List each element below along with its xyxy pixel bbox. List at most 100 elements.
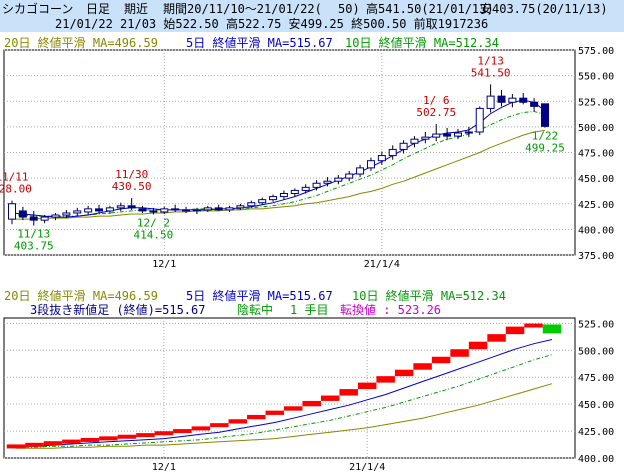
up-block	[99, 436, 118, 441]
candle-body	[95, 208, 104, 212]
up-block	[247, 414, 266, 420]
candle-body	[497, 95, 506, 103]
legend-ma20-bottom: 20日 終値平滑 MA=496.59	[4, 289, 158, 303]
candle-body	[62, 212, 71, 216]
annotation-date: 11/30	[115, 168, 148, 181]
candle-body	[432, 133, 441, 138]
candle-body	[334, 177, 343, 182]
candle-body	[182, 209, 191, 212]
up-block	[25, 442, 44, 447]
candle-body	[29, 216, 38, 221]
annotation-value: 414.50	[134, 229, 174, 242]
candle-x-tick-label: 12/1	[152, 259, 176, 270]
up-block	[394, 369, 414, 377]
up-block	[154, 431, 174, 436]
up-block	[62, 439, 81, 444]
candle-body	[312, 182, 321, 188]
candle-body	[541, 103, 549, 127]
candle-body	[258, 199, 267, 204]
up-block	[339, 389, 358, 396]
candle-body	[247, 202, 256, 207]
header-bar	[0, 0, 624, 32]
candle-body	[18, 210, 27, 218]
contract-label: 期近	[124, 2, 149, 16]
up-block	[43, 441, 63, 446]
up-block	[80, 437, 100, 442]
tlb-y-tick-label: 475.00	[578, 373, 614, 384]
period-low: 安403.75(20/11/13)	[480, 2, 608, 16]
candle-body	[399, 142, 408, 150]
candle-body	[73, 210, 82, 214]
candle-y-tick-label: 550.00	[578, 72, 614, 83]
candle-body	[214, 207, 223, 211]
candle-body	[530, 101, 539, 107]
candle-x-tick-label: 21/1/4	[364, 259, 400, 270]
candle-body	[388, 148, 397, 157]
legend-ma10-bottom: 10日 終値平滑 MA=512.34	[352, 289, 506, 303]
candle-y-tick-label: 425.00	[578, 200, 614, 211]
candle-body	[345, 173, 354, 179]
legend-ma5-bottom: 5日 終値平滑 MA=515.67	[186, 289, 333, 303]
up-block	[6, 444, 26, 449]
annotation-date: 11/11	[0, 171, 29, 184]
tlb-y-tick-label: 500.00	[578, 346, 614, 357]
up-block	[284, 406, 303, 411]
tlb-ma10-line	[16, 354, 553, 448]
annotation-date: 11/13	[17, 228, 50, 241]
up-block	[505, 326, 525, 335]
candle-body	[508, 97, 517, 103]
candle-body	[127, 205, 136, 209]
candle-body	[475, 107, 484, 133]
tlb-ma20-line	[16, 383, 553, 449]
up-block	[228, 419, 248, 424]
reversal-value: 転換値 : 523.26	[340, 303, 442, 317]
candle-body	[171, 208, 180, 211]
tlb-x-tick-label: 21/1/4	[349, 462, 385, 473]
up-block	[524, 323, 543, 328]
candle-body	[236, 205, 245, 209]
three-line-break-label: 3段抜き新値足 (終値)=515.67	[30, 303, 206, 317]
annotation-value: 430.50	[112, 180, 152, 193]
annotation-value: 403.75	[14, 240, 54, 253]
candlestick-chart: 575.00 550.00 525.00 500.00 475.00 450.00 425.…	[0, 46, 614, 270]
up-block	[487, 334, 506, 342]
interval-label: 日足	[86, 2, 111, 16]
phase-label: 陰転中	[237, 303, 274, 317]
up-block	[136, 433, 155, 438]
period-high: 高541.50(21/01/13)	[366, 2, 494, 16]
annotation-date: 1/22	[532, 130, 559, 143]
up-block	[210, 423, 229, 428]
candle-body	[290, 189, 299, 195]
legend-ma5-top: 5日 終値平滑 MA=515.67	[186, 36, 333, 50]
candle-body	[269, 196, 278, 201]
tlb-y-tick-label: 450.00	[578, 400, 614, 411]
candle-y-tick-label: 400.00	[578, 225, 614, 236]
candle-body	[105, 207, 114, 212]
period-label: 期間20/11/10〜21/01/22(	[163, 2, 322, 16]
annotation-value: 499.25	[525, 142, 565, 155]
tlb-y-tick-label: 425.00	[578, 427, 614, 438]
candle-body	[519, 97, 528, 103]
legend-ma10-top: 10日 終値平滑 MA=512.34	[345, 36, 499, 50]
up-block	[357, 382, 377, 390]
step-label: 1 手目	[290, 303, 329, 317]
up-block	[117, 434, 137, 439]
up-block	[265, 410, 284, 415]
candle-y-tick-label: 525.00	[578, 97, 614, 108]
candle-body	[443, 133, 452, 137]
tlb-ma5-line	[16, 339, 553, 447]
ma5-line	[11, 99, 546, 218]
candle-y-tick-label: 375.00	[578, 251, 614, 262]
ma20-line	[12, 129, 546, 220]
candle-body	[356, 167, 365, 175]
period-days: 50)	[338, 2, 360, 16]
candle-body	[377, 155, 386, 162]
tlb-y-tick-label: 525.00	[578, 319, 614, 330]
up-block	[302, 400, 321, 407]
candle-body	[51, 214, 60, 218]
ma10-line	[12, 110, 546, 217]
candle-body	[225, 207, 234, 211]
instrument-name: シカゴコーン	[2, 2, 74, 16]
candle-body	[421, 136, 430, 140]
annotation-date: 12/ 2	[137, 217, 170, 230]
